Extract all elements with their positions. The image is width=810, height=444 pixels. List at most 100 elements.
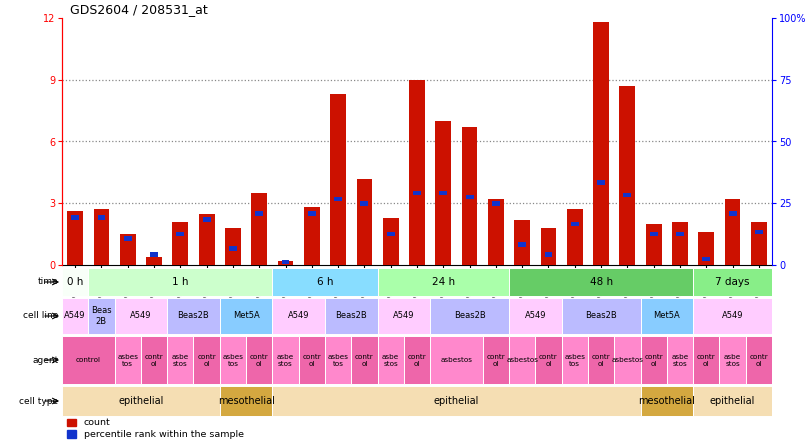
Text: 1 h: 1 h bbox=[172, 277, 189, 287]
Bar bbox=[94, 210, 109, 265]
Text: asbe
stos: asbe stos bbox=[724, 353, 741, 366]
Bar bbox=[272, 336, 299, 384]
Text: contr
ol: contr ol bbox=[697, 353, 715, 366]
Bar bbox=[377, 298, 430, 334]
Text: asbes
tos: asbes tos bbox=[223, 353, 244, 366]
Bar bbox=[167, 298, 220, 334]
Bar bbox=[466, 195, 474, 199]
Bar bbox=[62, 386, 220, 416]
Bar bbox=[88, 268, 272, 297]
Bar bbox=[304, 207, 320, 265]
Bar bbox=[436, 121, 451, 265]
Bar bbox=[676, 232, 684, 236]
Bar bbox=[614, 336, 641, 384]
Text: Beas2B: Beas2B bbox=[335, 312, 367, 321]
Bar bbox=[62, 298, 88, 334]
Text: Beas2B: Beas2B bbox=[454, 312, 485, 321]
Bar bbox=[198, 214, 215, 265]
Text: A549: A549 bbox=[722, 312, 744, 321]
Bar bbox=[246, 336, 272, 384]
Bar bbox=[325, 298, 377, 334]
Bar bbox=[272, 268, 377, 297]
Bar bbox=[641, 386, 693, 416]
Bar bbox=[409, 80, 425, 265]
Bar bbox=[650, 232, 658, 236]
Bar bbox=[597, 180, 605, 185]
Bar bbox=[88, 298, 114, 334]
Bar bbox=[693, 336, 719, 384]
Text: asbes
tos: asbes tos bbox=[327, 353, 348, 366]
Bar bbox=[620, 86, 635, 265]
Bar bbox=[272, 386, 641, 416]
Text: Beas
2B: Beas 2B bbox=[92, 306, 112, 326]
Bar bbox=[114, 336, 141, 384]
Bar bbox=[202, 218, 211, 222]
Bar bbox=[588, 336, 614, 384]
Text: cell type: cell type bbox=[19, 396, 58, 405]
Bar bbox=[325, 336, 352, 384]
Bar bbox=[141, 336, 167, 384]
Bar bbox=[229, 246, 237, 251]
Bar bbox=[483, 336, 509, 384]
Bar bbox=[693, 386, 772, 416]
Bar bbox=[383, 218, 399, 265]
Bar bbox=[71, 215, 79, 220]
Bar bbox=[488, 199, 504, 265]
Text: agent: agent bbox=[32, 356, 58, 365]
Bar bbox=[755, 230, 763, 234]
Bar bbox=[439, 190, 447, 195]
Text: asbes
tos: asbes tos bbox=[565, 353, 586, 366]
Bar bbox=[514, 220, 530, 265]
Text: contr
ol: contr ol bbox=[749, 353, 768, 366]
Bar bbox=[272, 298, 325, 334]
Text: asbestos: asbestos bbox=[612, 357, 643, 363]
Bar bbox=[430, 298, 509, 334]
Bar bbox=[719, 336, 746, 384]
Text: 0 h: 0 h bbox=[67, 277, 83, 287]
Bar bbox=[360, 201, 369, 206]
Text: asbes
tos: asbes tos bbox=[117, 353, 139, 366]
Text: A549: A549 bbox=[288, 312, 309, 321]
Bar bbox=[693, 298, 772, 334]
Text: GDS2604 / 208531_at: GDS2604 / 208531_at bbox=[70, 3, 208, 16]
Text: A549: A549 bbox=[393, 312, 415, 321]
Bar bbox=[540, 228, 556, 265]
Bar bbox=[177, 232, 185, 236]
Text: 48 h: 48 h bbox=[590, 277, 612, 287]
Bar bbox=[509, 268, 693, 297]
Bar bbox=[146, 257, 162, 265]
Bar bbox=[282, 260, 289, 264]
Bar bbox=[624, 193, 631, 197]
Bar bbox=[124, 236, 132, 241]
Text: 24 h: 24 h bbox=[432, 277, 455, 287]
Bar bbox=[308, 211, 316, 216]
Text: mesothelial: mesothelial bbox=[638, 396, 695, 406]
Text: A549: A549 bbox=[525, 312, 546, 321]
Bar bbox=[114, 298, 167, 334]
Text: contr
ol: contr ol bbox=[249, 353, 269, 366]
Bar bbox=[571, 222, 578, 226]
Text: epithelial: epithelial bbox=[710, 396, 755, 406]
Text: epithelial: epithelial bbox=[118, 396, 164, 406]
Bar bbox=[377, 268, 509, 297]
Bar bbox=[220, 386, 272, 416]
Text: A549: A549 bbox=[65, 312, 86, 321]
Text: cell line: cell line bbox=[23, 312, 58, 321]
Text: Met5A: Met5A bbox=[654, 312, 680, 321]
Bar bbox=[62, 336, 114, 384]
Bar bbox=[97, 215, 105, 220]
Bar bbox=[413, 190, 421, 195]
Bar bbox=[167, 336, 194, 384]
Text: asbe
stos: asbe stos bbox=[172, 353, 189, 366]
Bar bbox=[67, 211, 83, 265]
Text: contr
ol: contr ol bbox=[539, 353, 558, 366]
Text: asbestos: asbestos bbox=[506, 357, 538, 363]
Bar bbox=[667, 336, 693, 384]
Bar bbox=[518, 242, 526, 247]
Bar bbox=[173, 222, 188, 265]
Bar bbox=[278, 261, 293, 265]
Text: Beas2B: Beas2B bbox=[177, 312, 209, 321]
Text: mesothelial: mesothelial bbox=[218, 396, 275, 406]
Text: contr
ol: contr ol bbox=[407, 353, 426, 366]
Bar bbox=[330, 94, 346, 265]
